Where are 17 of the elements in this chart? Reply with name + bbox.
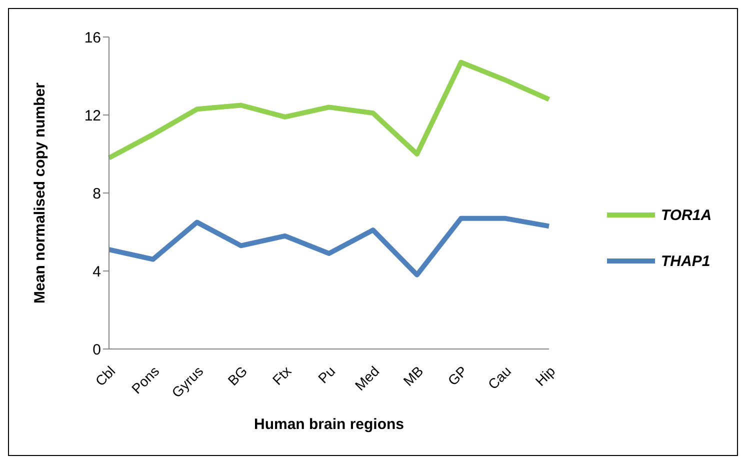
x-axis-title: Human brain regions [254,416,404,433]
x-tick-label: Cau [484,362,514,392]
x-tick-label: Hip [532,362,558,390]
legend-label: THAP1 [661,252,710,270]
y-tick-label: 16 [84,29,101,46]
legend-label: TOR1A [661,206,712,224]
y-axis-title: Mean normalised copy number [31,82,48,304]
x-tick-label: BG [224,362,250,388]
y-tick-label: 8 [92,185,101,202]
y-tick-label: 4 [92,263,101,280]
x-tick-label: MB [400,362,426,390]
x-tick-label: GP [444,362,470,388]
x-tick-label: Cbl [92,362,118,390]
y-tick-label: 12 [84,107,101,124]
x-tick-label: Pu [314,362,338,386]
x-tick-label: Ftx [269,362,294,388]
y-tick-label: 0 [92,341,101,358]
